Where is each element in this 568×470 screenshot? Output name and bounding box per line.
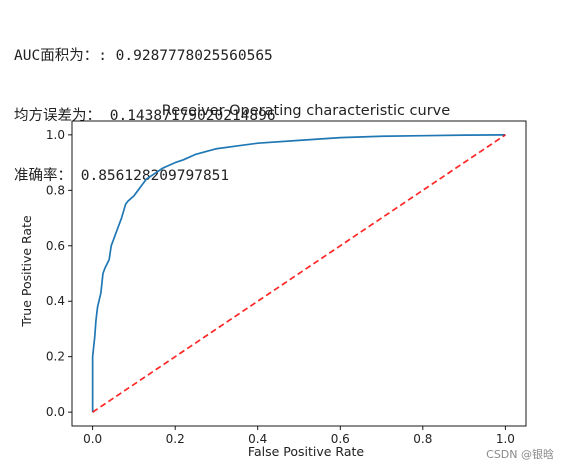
x-tick-label: 0.8 <box>413 432 432 446</box>
x-tick-label: 0.2 <box>166 432 185 446</box>
y-tick-label: 0.4 <box>46 294 65 308</box>
x-tick-label: 0.0 <box>83 432 102 446</box>
chart-title: Receiver Operating characteristic curve <box>162 103 450 119</box>
y-tick-label: 1.0 <box>46 128 65 142</box>
axis-ticks: 0.0 0.2 0.4 0.6 0.8 1.0 0.0 0.2 0.4 0.6 0.8 1.0 <box>46 128 515 446</box>
console-output: AUC面积为：: 0.9287778025560565 均方误差为： 0.143… <box>14 6 276 206</box>
roc-curve-line <box>91 134 506 413</box>
y-tick-label: 0.2 <box>46 350 65 364</box>
accuracy-output-line: 准确率： 0.856128209797851 <box>14 168 230 184</box>
y-tick-label: 0.8 <box>46 183 65 197</box>
y-tick-label: 0.0 <box>46 405 65 419</box>
x-tick-label: 1.0 <box>496 432 515 446</box>
plot-frame <box>71 120 527 427</box>
x-axis-label: False Positive Rate <box>248 444 364 459</box>
watermark: CSDN @银晗 <box>486 448 554 461</box>
diagonal-reference-line <box>92 134 506 413</box>
series-layer <box>91 134 506 413</box>
x-tick-label: 0.6 <box>331 432 350 446</box>
mse-output-line: 均方误差为： 0.14387179020214896 <box>14 108 276 124</box>
auc-output-line: AUC面积为：: 0.9287778025560565 <box>14 48 273 64</box>
y-axis-label: True Positive Rate <box>19 215 34 328</box>
x-tick-label: 0.4 <box>248 432 267 446</box>
y-tick-label: 0.6 <box>46 239 65 253</box>
